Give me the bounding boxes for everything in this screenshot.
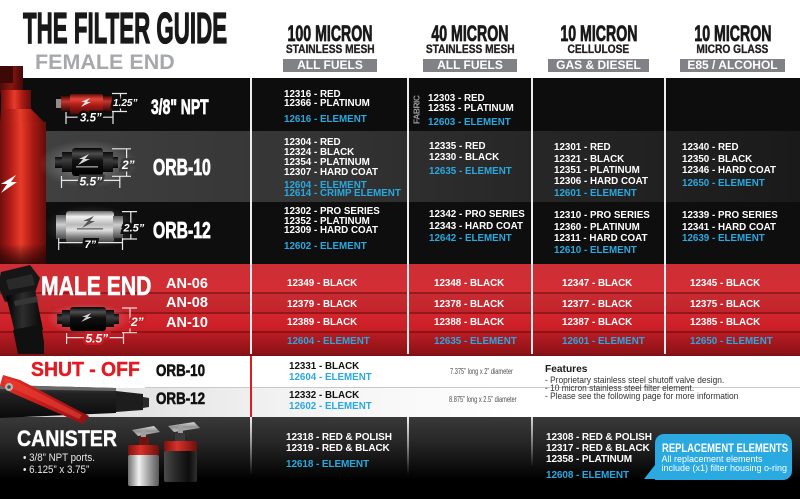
svg-text:1.25”: 1.25” (113, 98, 137, 109)
svg-text:5.5”: 5.5” (86, 332, 109, 346)
svg-text:7”: 7” (85, 239, 97, 251)
svg-text:3.5”: 3.5” (80, 113, 102, 125)
svg-text:5.5”: 5.5” (80, 175, 103, 189)
svg-text:2.5”: 2.5” (123, 223, 145, 235)
svg-text:2”: 2” (130, 315, 144, 329)
svg-text:FABRIC: FABRIC (412, 95, 422, 124)
svg-text:2”: 2” (121, 158, 135, 172)
